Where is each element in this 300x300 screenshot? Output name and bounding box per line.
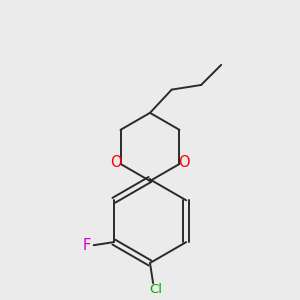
Text: F: F — [83, 238, 91, 253]
Text: O: O — [110, 155, 122, 170]
Text: O: O — [178, 155, 190, 170]
Text: Cl: Cl — [149, 284, 162, 296]
